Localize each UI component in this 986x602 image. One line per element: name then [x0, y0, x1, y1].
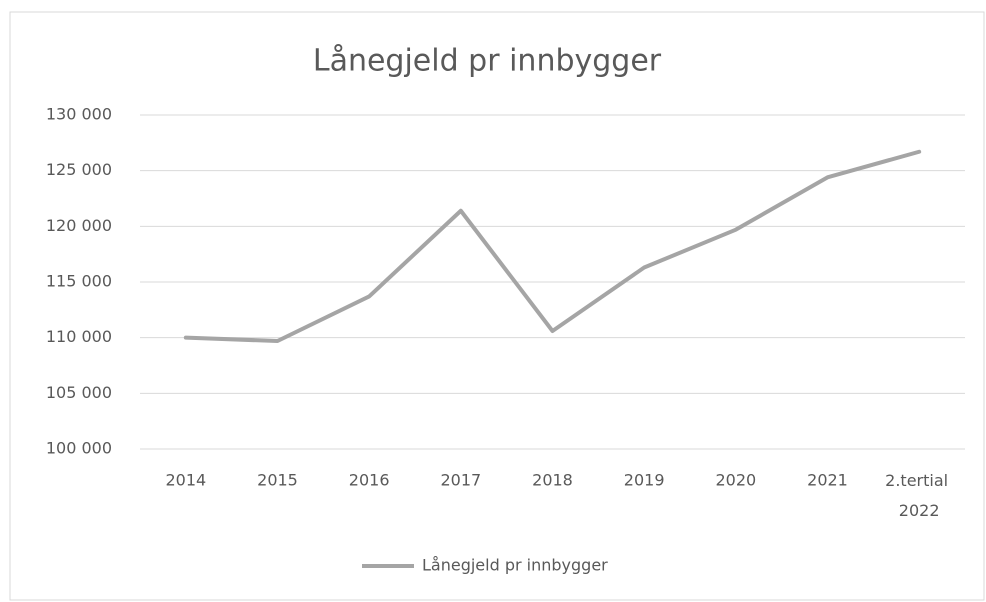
- x-tick-label: 2014: [165, 471, 206, 490]
- line-series: [183, 149, 922, 344]
- legend-label: Lånegjeld pr innbygger: [422, 556, 608, 575]
- y-tick-label: 100 000: [46, 439, 112, 458]
- x-tick-label: 2019: [624, 471, 665, 490]
- x-tick-label: 2020: [715, 471, 756, 490]
- x-tick-label: 2017: [440, 471, 481, 490]
- y-tick-label: 110 000: [46, 327, 112, 346]
- y-tick-label: 105 000: [46, 383, 112, 402]
- x-tick-label: 2.tertial 2022: [885, 471, 953, 520]
- y-tick-label: 125 000: [46, 160, 112, 179]
- x-tick-label: 2021: [807, 471, 848, 490]
- x-tick-label: 2016: [349, 471, 390, 490]
- x-tick-label: 2018: [532, 471, 573, 490]
- y-tick-label: 120 000: [46, 216, 112, 235]
- chart-title: Lånegjeld pr innbygger: [313, 44, 662, 79]
- x-tick-label: 2015: [257, 471, 298, 490]
- chart-border: [9, 11, 985, 601]
- y-tick-label: 115 000: [46, 272, 112, 291]
- y-tick-label: 130 000: [46, 105, 112, 124]
